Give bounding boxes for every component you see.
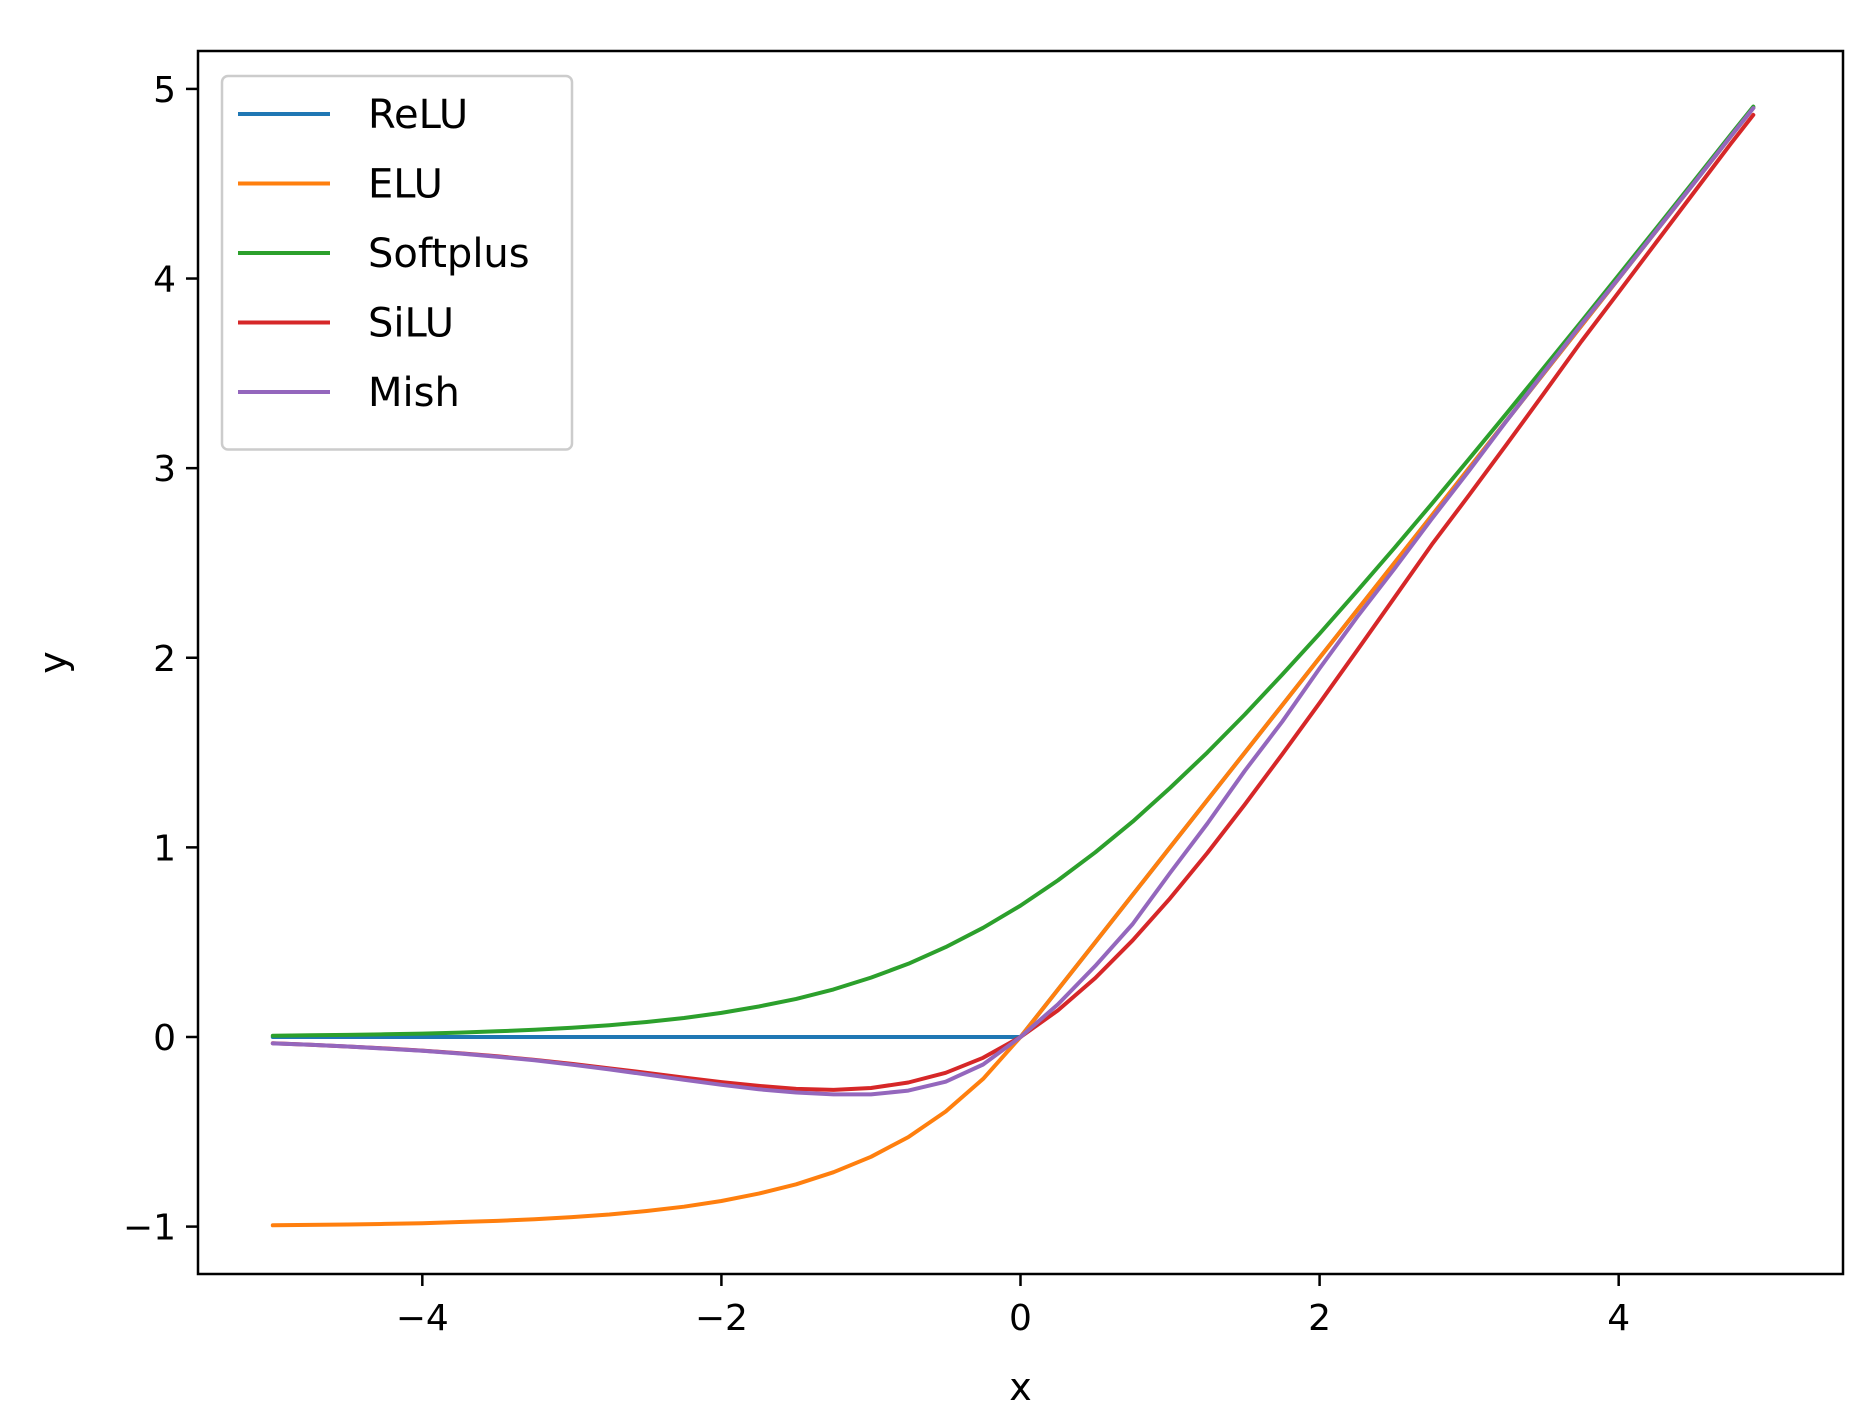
y-axis-ticks: −1 0 1 2 3 4 5: [123, 70, 198, 1249]
legend-frame: [220, 74, 574, 451]
x-tick-label: 2: [1308, 1298, 1331, 1339]
x-axis-label: x: [1009, 1365, 1032, 1409]
y-tick-label: 1: [153, 828, 176, 869]
legend-label-silu: SiLU: [368, 301, 454, 347]
legend-label-relu: ReLU: [368, 92, 468, 138]
y-tick-label: 2: [153, 639, 176, 680]
x-tick-label: −4: [396, 1298, 449, 1339]
series-line-softplus: [270, 104, 1756, 1038]
x-tick-label: 0: [1009, 1298, 1032, 1339]
x-tick-label: −2: [695, 1298, 748, 1339]
legend-label-mish: Mish: [368, 370, 460, 416]
plot-lines: [270, 104, 1756, 1228]
legend: ReLU ELU Softplus SiLU Mish: [220, 74, 574, 451]
legend-label-elu: ELU: [368, 162, 443, 208]
y-tick-label: 4: [153, 260, 176, 301]
y-axis-label: y: [31, 651, 75, 674]
legend-label-softplus: Softplus: [368, 231, 530, 277]
x-axis-ticks: −4 −2 0 2 4: [396, 1274, 1630, 1339]
x-tick-label: 4: [1607, 1298, 1630, 1339]
series-line-mish: [270, 106, 1756, 1097]
y-tick-label: −1: [123, 1208, 176, 1249]
y-tick-label: 5: [153, 70, 176, 111]
y-tick-label: 0: [153, 1018, 176, 1059]
y-tick-label: 3: [153, 449, 176, 490]
